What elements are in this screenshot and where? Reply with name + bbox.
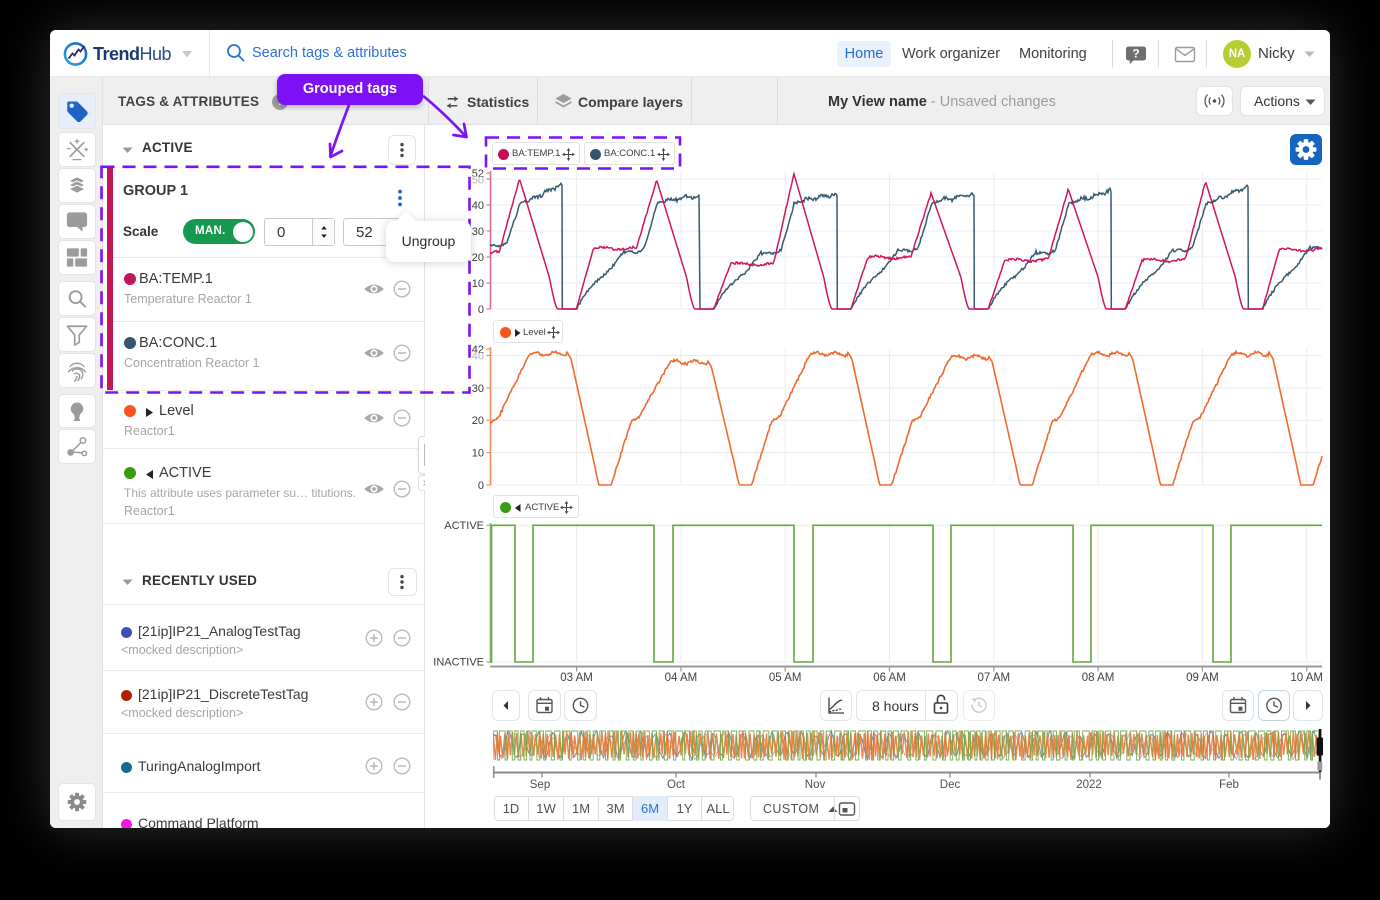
svg-text:Feb: Feb	[1219, 779, 1239, 791]
svg-text:42: 42	[472, 344, 484, 356]
svg-text:05 AM: 05 AM	[769, 672, 802, 684]
svg-text:10 AM: 10 AM	[1290, 672, 1323, 684]
svg-text:Nov: Nov	[805, 779, 826, 791]
svg-text:50: 50	[472, 175, 484, 187]
svg-text:09 AM: 09 AM	[1186, 672, 1219, 684]
svg-text:Dec: Dec	[940, 779, 961, 791]
svg-text:0: 0	[478, 304, 484, 316]
svg-text:2022: 2022	[1076, 779, 1102, 791]
svg-text:?: ?	[1132, 47, 1139, 61]
svg-text:08 AM: 08 AM	[1082, 672, 1115, 684]
svg-text:10: 10	[472, 448, 484, 460]
svg-text:Sep: Sep	[530, 779, 550, 791]
svg-text:20: 20	[472, 252, 484, 264]
svg-text:40: 40	[472, 200, 484, 212]
svg-text:40: 40	[472, 351, 484, 363]
svg-text:30: 30	[472, 226, 484, 238]
svg-text:07 AM: 07 AM	[977, 672, 1010, 684]
svg-text:INACTIVE: INACTIVE	[433, 657, 484, 669]
svg-text:ACTIVE: ACTIVE	[444, 520, 484, 532]
svg-text:30: 30	[472, 383, 484, 395]
svg-text:10: 10	[472, 278, 484, 290]
svg-text:03 AM: 03 AM	[560, 672, 593, 684]
svg-text:04 AM: 04 AM	[665, 672, 698, 684]
svg-text:0: 0	[478, 480, 484, 492]
svg-text:Oct: Oct	[667, 779, 686, 791]
svg-text:06 AM: 06 AM	[873, 672, 906, 684]
svg-text:52: 52	[472, 168, 484, 180]
svg-text:20: 20	[472, 415, 484, 427]
